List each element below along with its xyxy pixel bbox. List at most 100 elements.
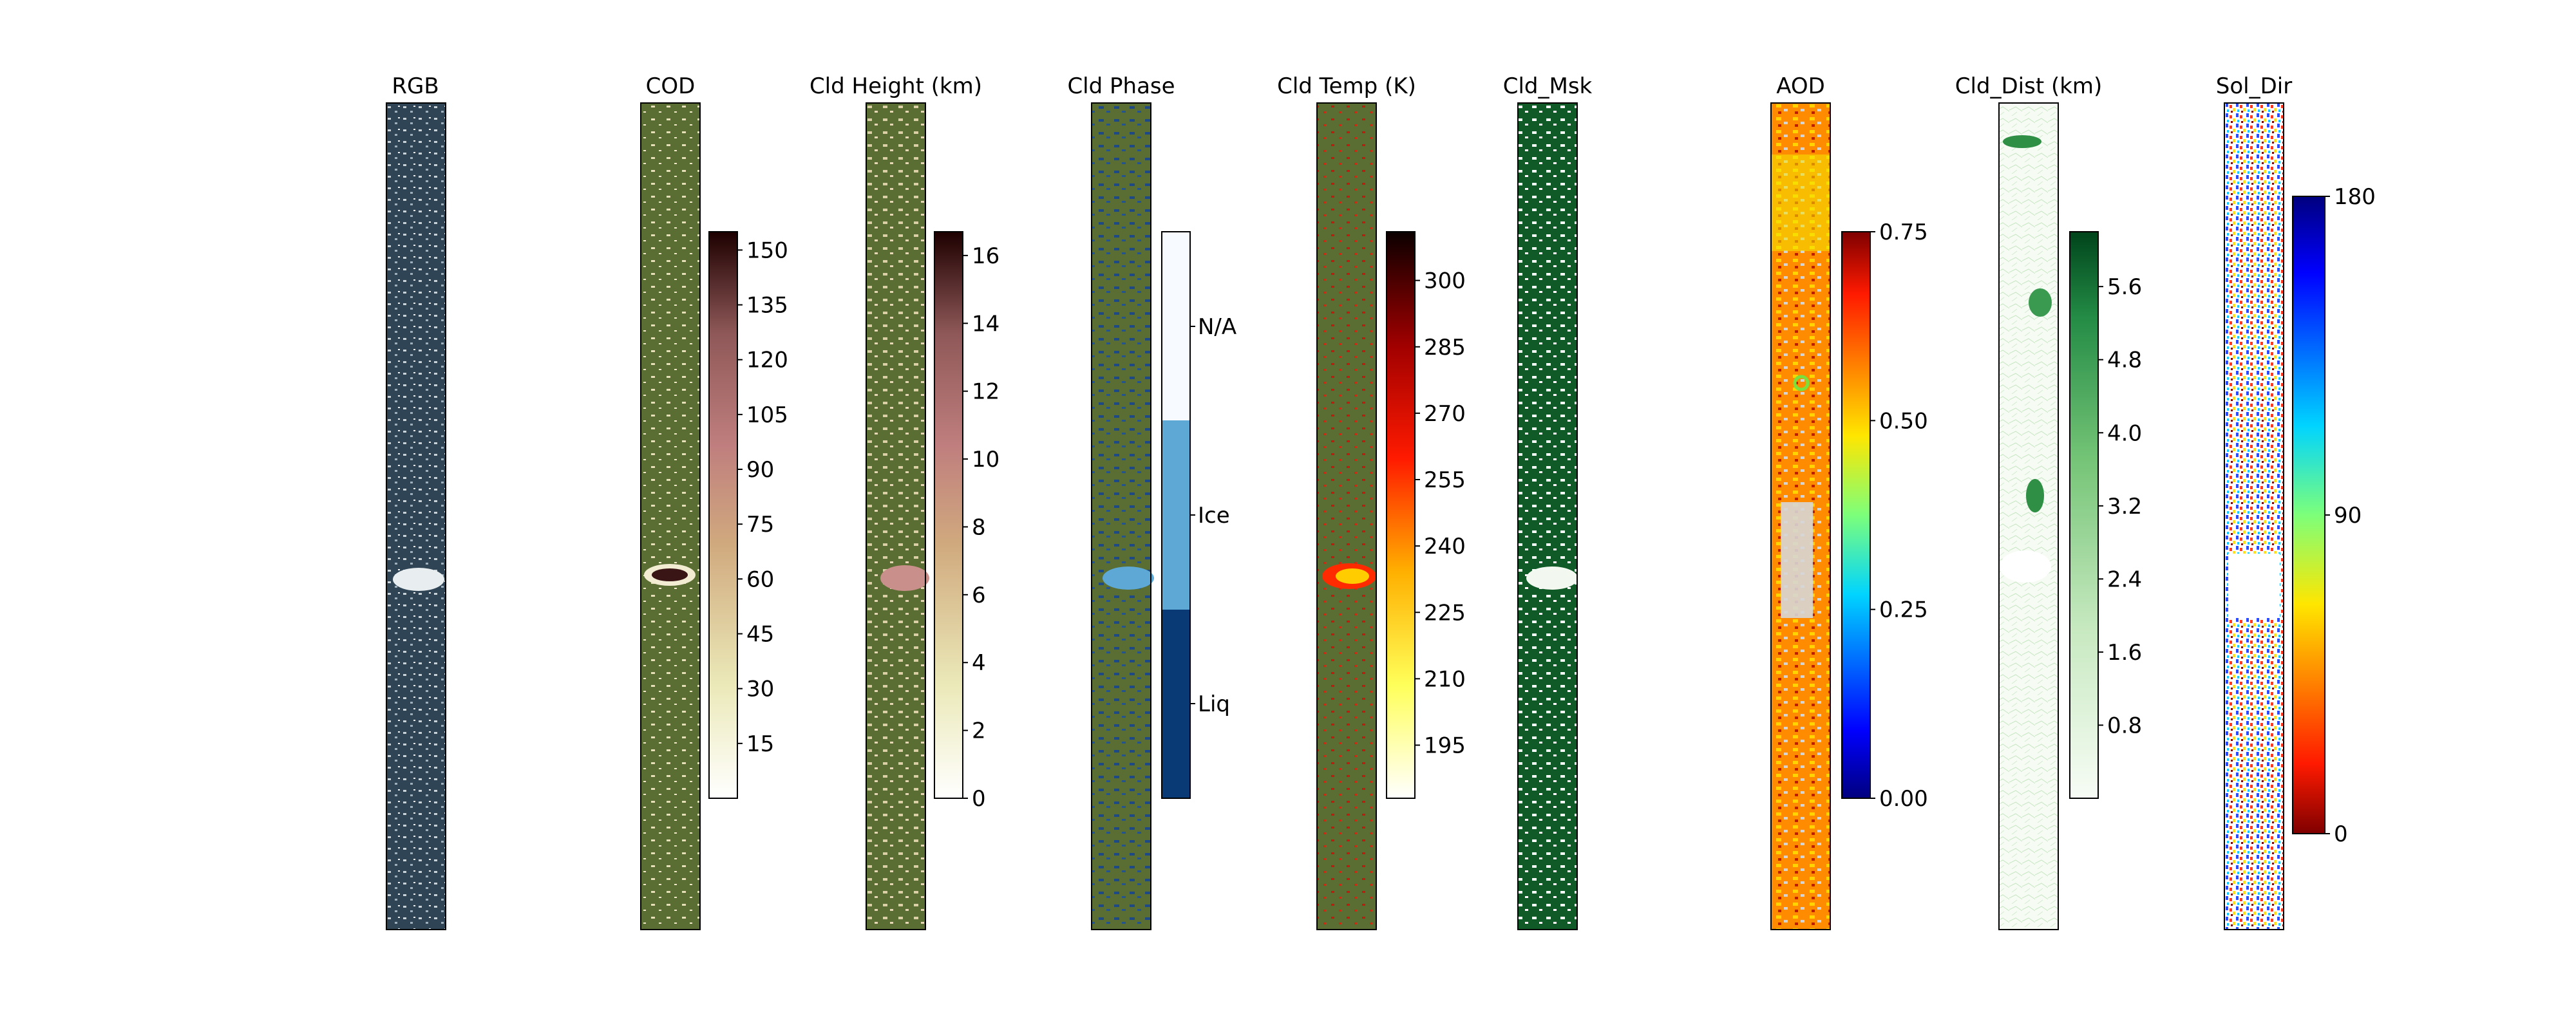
map-frame [1091,102,1151,930]
panel-title: Cld_Dist (km) [1955,73,2103,99]
colorbar-tick-label: 10 [972,447,999,473]
colorbar-tick-label: 0.00 [1879,786,1928,812]
colorbar: 0 90 180 [2292,184,2376,847]
panel-title: RGB [392,73,439,99]
map-frame [1998,102,2059,930]
map-frame [640,102,701,930]
panel-title: Cld_Msk [1503,73,1593,99]
map-image [1999,103,2058,930]
colorbar-tick-label: 12 [972,379,999,405]
panel-rgb: RGB [386,73,446,930]
colorbar-tick-label: 16 [972,243,999,269]
map-cloud-patch [880,565,929,591]
panel-cld-phase: Cld Phase Liq Ice N/A [1067,73,1236,930]
colorbar-tick-label: 0 [2334,821,2348,847]
colorbar-tick-label: 90 [746,457,774,483]
colorbar-frame [1386,231,1416,799]
colorbar-tick-label: 6 [972,583,986,608]
panel-cld-height: Cld Height (km) 0 2 4 6 8 10 12 14 16 [810,73,999,930]
colorbar-tick-label: 120 [746,348,788,373]
panel-aod: AOD 0.00 0.25 0.50 0.75 [1770,73,1928,930]
colorbar: Liq Ice N/A [1161,231,1236,799]
colorbar-label-na: N/A [1198,314,1236,340]
map-frame [2224,102,2284,930]
map-image [1092,103,1151,930]
colorbar-tick-label: 150 [746,238,788,263]
colorbar-fill [1842,232,1870,798]
panel-cld-temp: Cld Temp (K) 195 210 225 240 255 270 285 300 [1277,73,1466,930]
colorbar-tick-label: 8 [972,514,986,540]
colorbar-tick-label: 195 [1424,733,1466,759]
map-cloud-patch [2228,554,2280,618]
colorbar: 0.00 0.25 0.50 0.75 [1841,220,1928,812]
colorbar-label-ice: Ice [1198,503,1230,529]
map-frame [386,102,446,930]
colorbar: 0.8 1.6 2.4 3.2 4.0 4.8 5.6 [2069,231,2142,799]
colorbar-fill [1387,232,1415,798]
map-frame [866,102,926,930]
panel-sol-dir: Sol_Dir 0 90 180 [2216,73,2376,930]
colorbar-fill [2070,232,2098,798]
map-image [866,103,925,930]
colorbar-tick-label: 0.25 [1879,597,1928,623]
colorbar-tick-label: 14 [972,311,999,337]
map-cloud-patch [1103,566,1154,590]
colorbar-tick-label: 45 [746,622,774,648]
colorbar: 0 2 4 6 8 10 12 14 16 [934,231,999,812]
colorbar-tick-label: 255 [1424,467,1466,493]
map-green-patch [2026,479,2044,512]
colorbar-tick-label: 2 [972,718,986,744]
colorbar-tick-label: 285 [1424,335,1466,360]
map-frame [1770,102,1831,930]
panel-cld-msk: Cld_Msk [1503,73,1593,930]
colorbar-tick-label: 240 [1424,534,1466,559]
colorbar-tick-label: 180 [2334,184,2376,210]
map-green-patch [2003,135,2041,148]
panel-title: Cld Temp (K) [1277,73,1416,99]
colorbar-tick-label: 30 [746,677,774,702]
colorbar-tick-label: 1.6 [2107,640,2142,666]
map-frame [1517,102,1578,930]
panel-cld-dist: Cld_Dist (km) 0.8 1.6 2.4 3.2 4.0 4.8 5.6 [1955,73,2142,930]
colorbar-tick-label: 105 [746,402,788,428]
colorbar-tick-label: 2.4 [2107,566,2142,592]
panel-cod: COD 15 30 45 60 75 90 105 120 135 150 [640,73,788,930]
map-image [1317,103,1376,930]
colorbar-tick-label: 4 [972,650,986,676]
map-image [2224,103,2284,930]
colorbar-tick-label: 0.75 [1879,220,1928,245]
colorbar-tick-label: 0.8 [2107,713,2142,738]
colorbar-segment-ice [1162,420,1190,610]
map-image [1518,103,1577,930]
panel-title: Cld Height (km) [810,73,982,99]
panel-title: COD [646,73,696,99]
panel-title: Sol_Dir [2216,73,2292,99]
colorbar-tick-label: 5.6 [2107,274,2142,300]
map-cloud-core [652,568,688,581]
colorbar-label-liq: Liq [1198,691,1230,717]
colorbar-tick-label: 75 [746,512,774,538]
panel-title: Cld Phase [1067,73,1175,99]
map-bright-band [1771,154,1830,251]
colorbar-segment-na [1162,232,1190,420]
colorbar: 15 30 45 60 75 90 105 120 135 150 [708,231,788,799]
colorbar: 195 210 225 240 255 270 285 300 [1386,231,1466,799]
colorbar-tick-label: 135 [746,293,788,319]
colorbar-fill [2293,196,2325,834]
map-cloud-patch [393,568,444,591]
map-image [641,103,700,930]
colorbar-tick-label: 300 [1424,268,1466,294]
map-cloud-core [1336,568,1369,584]
colorbar-fill [709,232,737,798]
colorbar-tick-label: 90 [2334,503,2362,529]
colorbar-frame [934,231,963,799]
colorbar-tick-label: 4.8 [2107,348,2142,373]
colorbar-tick-label: 225 [1424,600,1466,626]
colorbar-tick-label: 0.50 [1879,408,1928,434]
colorbar-tick-label: 210 [1424,666,1466,692]
map-image [386,103,446,930]
map-cloud-patch [1781,502,1813,618]
colorbar-frame [708,231,738,799]
colorbar-frame [1841,231,1871,799]
